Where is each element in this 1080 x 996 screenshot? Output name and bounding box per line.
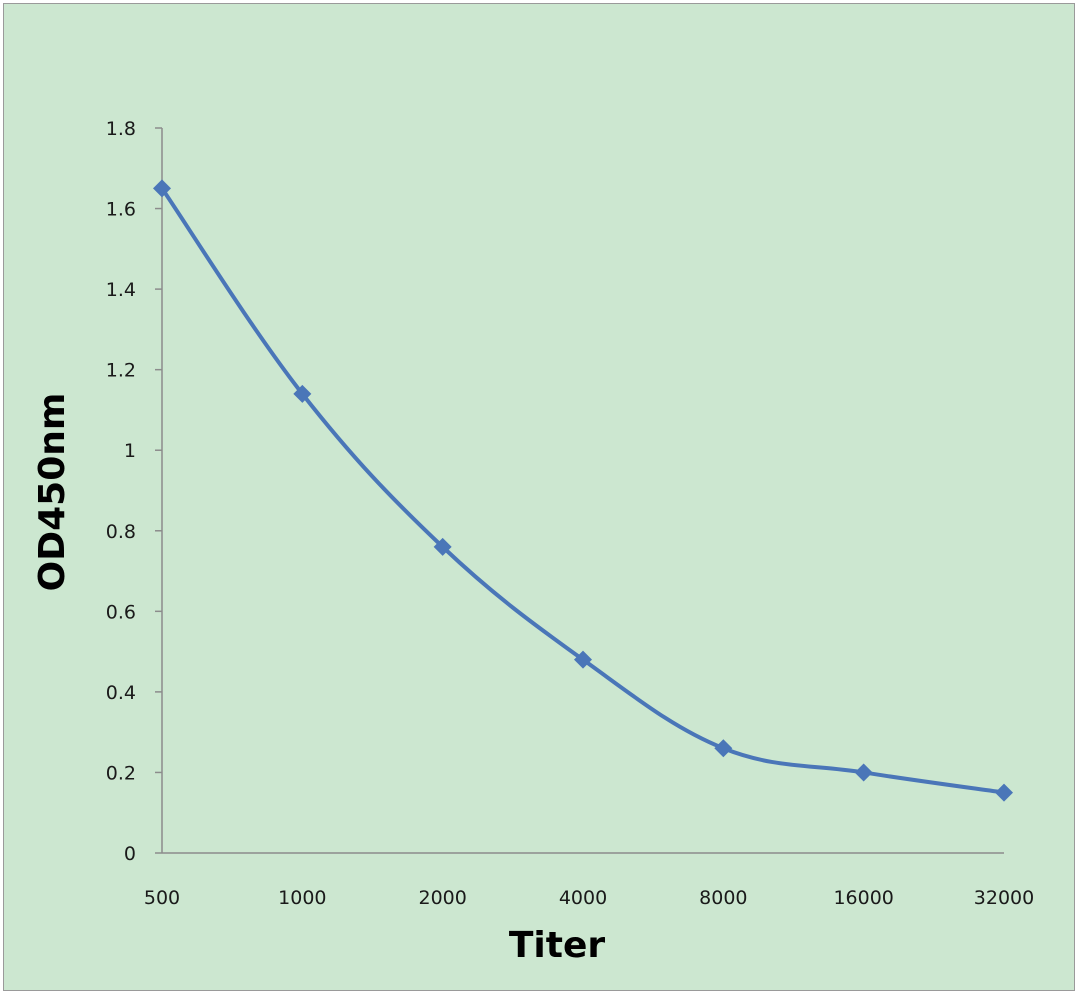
- data-point-marker: [293, 384, 312, 403]
- y-tick-label: 0.2: [106, 762, 136, 784]
- y-tick-label: 1: [124, 440, 136, 462]
- x-tick-label: 2000: [418, 887, 466, 909]
- x-axis: 500 1000 2000 4000 8000 16000 32000: [144, 852, 1034, 909]
- y-tick-label: 1.8: [106, 118, 136, 140]
- x-tick-label: 4000: [559, 887, 607, 909]
- y-tick-label: 1.2: [106, 360, 136, 382]
- y-tick-label: 1.4: [106, 279, 136, 301]
- x-tick-label: 16000: [833, 887, 893, 909]
- data-point-marker: [574, 650, 592, 669]
- data-point-marker: [995, 783, 1013, 802]
- series-line: [160, 186, 1006, 795]
- y-tick-label: 0.6: [106, 601, 136, 623]
- y-tick-label: 0.4: [106, 682, 136, 704]
- series-group: [153, 179, 1013, 802]
- y-tick-label: 1.6: [106, 199, 136, 221]
- y-axis-title: OD450nm: [32, 393, 73, 592]
- x-tick-label: 8000: [699, 887, 747, 909]
- data-point-marker: [714, 739, 733, 758]
- x-tick-label: 500: [144, 887, 180, 909]
- x-tick-label: 1000: [278, 887, 326, 909]
- data-point-marker: [153, 179, 171, 198]
- y-tick-label: 0.8: [106, 521, 136, 543]
- y-tick-label: 0: [124, 843, 136, 865]
- data-point-marker: [854, 763, 873, 782]
- y-axis: 0 0.2 0.4 0.6 0.8 1 1.2 1.4 1.6 1.8: [106, 118, 163, 865]
- x-tick-label: 32000: [974, 887, 1034, 909]
- data-point-marker: [433, 537, 452, 556]
- chart-frame: [3, 3, 1075, 991]
- x-axis-title: Titer: [509, 925, 606, 966]
